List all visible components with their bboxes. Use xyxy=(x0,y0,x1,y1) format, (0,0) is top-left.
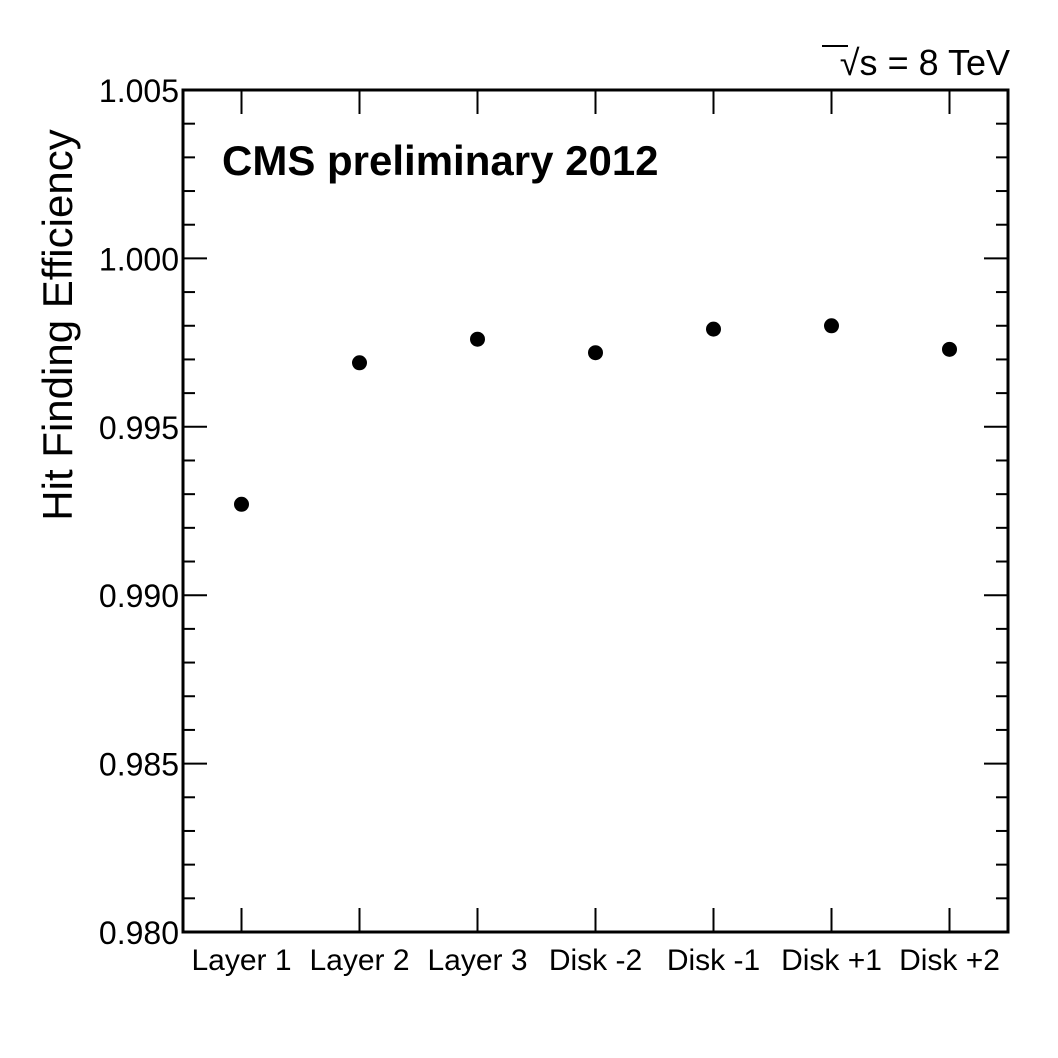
data-point xyxy=(942,341,957,357)
x-tick-label: Layer 1 xyxy=(191,944,291,977)
y-tick-label: 1.005 xyxy=(99,73,179,109)
data-point xyxy=(470,331,485,347)
energy-root: √s xyxy=(840,42,878,83)
energy-label: √s = 8 TeV xyxy=(840,42,1010,83)
data-points xyxy=(234,318,957,512)
y-tick-labels: 0.980 0.985 0.990 0.995 1.000 1.005 xyxy=(99,73,179,951)
y-tick-label: 0.995 xyxy=(99,410,179,446)
data-point xyxy=(706,321,721,337)
data-point xyxy=(352,355,367,371)
x-tick-label: Disk -1 xyxy=(667,944,760,977)
x-tick-label: Disk +1 xyxy=(781,944,882,977)
data-point xyxy=(234,496,249,512)
data-point xyxy=(824,318,839,334)
x-tick-label: Layer 2 xyxy=(309,944,409,977)
energy-value: = 8 TeV xyxy=(878,42,1010,83)
cms-annotation: CMS preliminary 2012 xyxy=(222,137,659,184)
x-tick-label: Disk +2 xyxy=(899,944,1000,977)
data-point xyxy=(588,345,603,361)
x-tick-label: Layer 3 xyxy=(427,944,527,977)
x-tick-labels: Layer 1 Layer 2 Layer 3 Disk -2 Disk -1 Disk … xyxy=(191,944,999,977)
y-tick-label: 0.990 xyxy=(99,578,179,614)
tick-marks xyxy=(183,89,1008,933)
x-tick-label: Disk -2 xyxy=(549,944,642,977)
plot-frame xyxy=(181,88,1010,934)
y-tick-label: 0.985 xyxy=(99,747,179,783)
y-tick-label: 1.000 xyxy=(99,241,179,277)
y-axis-title: Hit Finding Efficiency xyxy=(34,129,81,520)
y-tick-label: 0.980 xyxy=(99,915,179,951)
